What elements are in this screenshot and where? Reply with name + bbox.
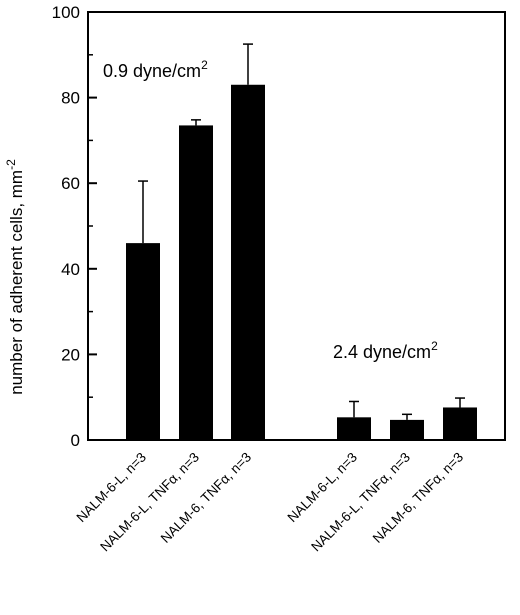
y-tick-label: 80 — [61, 89, 80, 108]
bar — [337, 417, 371, 440]
y-tick-label: 40 — [61, 260, 80, 279]
y-axis-title-exponent: -2 — [4, 159, 18, 170]
bar — [443, 407, 477, 440]
annotation-high-shear-exponent: 2 — [431, 339, 438, 353]
x-category-label: NALM-6, TNFα, n=3 — [158, 450, 254, 546]
bars — [126, 84, 477, 441]
y-tick-label: 60 — [61, 174, 80, 193]
x-category-label: NALM-6, TNFα, n=3 — [370, 450, 466, 546]
y-axis-title: number of adherent cells, mm-2 — [4, 159, 26, 395]
bar — [179, 125, 213, 441]
annotation-high-shear-text: 2.4 dyne/cm — [333, 342, 431, 362]
y-axis-ticks: 0 20 40 60 80 100 — [52, 3, 97, 450]
annotation-low-shear-text: 0.9 dyne/cm — [103, 61, 201, 81]
x-category-label: NALM-6-L, TNFα, n=3 — [308, 450, 413, 555]
bar — [390, 419, 424, 440]
x-category-label: NALM-6-L, TNFα, n=3 — [97, 450, 202, 555]
annotation-low-shear-exponent: 2 — [201, 58, 208, 72]
error-bars — [138, 43, 465, 420]
y-tick-label: 20 — [61, 345, 80, 364]
y-tick-label: 100 — [52, 3, 80, 22]
annotation-low-shear: 0.9 dyne/cm2 — [103, 58, 208, 81]
bar — [126, 243, 160, 440]
y-axis-title-text: number of adherent cells, mm — [7, 170, 26, 395]
annotation-high-shear: 2.4 dyne/cm2 — [333, 339, 438, 362]
y-tick-label: 0 — [71, 431, 80, 450]
bar — [231, 84, 265, 440]
